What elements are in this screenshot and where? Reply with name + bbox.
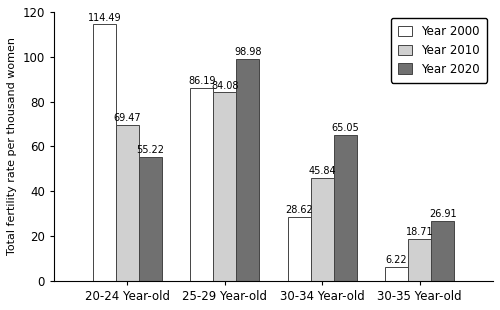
Text: 86.19: 86.19 <box>188 76 216 86</box>
Legend: Year 2000, Year 2010, Year 2020: Year 2000, Year 2010, Year 2020 <box>391 18 487 83</box>
Bar <box>385 267 408 281</box>
Y-axis label: Total fertility rate per thousand women: Total fertility rate per thousand women <box>7 38 17 255</box>
Bar <box>93 24 116 281</box>
Bar <box>334 135 356 281</box>
Bar <box>214 92 236 281</box>
Text: 98.98: 98.98 <box>234 47 262 57</box>
Text: 69.47: 69.47 <box>114 113 141 123</box>
Bar <box>190 88 214 281</box>
Text: 6.22: 6.22 <box>386 255 407 265</box>
Text: 65.05: 65.05 <box>332 123 359 133</box>
Text: 28.62: 28.62 <box>286 205 313 215</box>
Bar <box>139 157 162 281</box>
Text: 55.22: 55.22 <box>136 145 164 155</box>
Bar <box>288 217 310 281</box>
Text: 18.71: 18.71 <box>406 227 433 237</box>
Bar <box>236 59 260 281</box>
Text: 26.91: 26.91 <box>429 209 456 219</box>
Text: 84.08: 84.08 <box>211 81 238 91</box>
Text: 114.49: 114.49 <box>88 12 121 23</box>
Bar <box>116 125 139 281</box>
Bar <box>310 178 334 281</box>
Text: 45.84: 45.84 <box>308 166 336 176</box>
Bar <box>431 221 454 281</box>
Bar <box>408 239 431 281</box>
